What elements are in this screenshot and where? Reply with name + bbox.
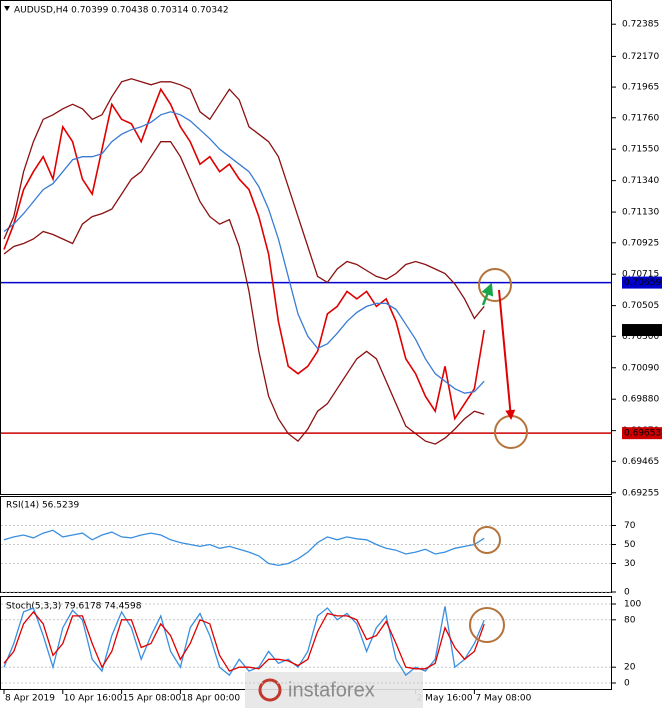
series-line — [3, 606, 485, 677]
highlight-circle — [494, 415, 528, 449]
level-label: 0.70659 — [624, 278, 661, 288]
annotations — [469, 268, 528, 643]
y-tick-label: 0.71340 — [622, 176, 659, 186]
y-tick-label: 20 — [624, 663, 636, 673]
series-line — [3, 78, 485, 320]
y-tick-label: 0.70505 — [622, 301, 659, 311]
y-tick-label: 0.71550 — [622, 145, 659, 155]
series-line — [3, 610, 485, 672]
y-tick-label: 0.71130 — [622, 208, 659, 218]
highlight-circle — [478, 268, 512, 302]
down-arrow — [498, 289, 516, 420]
y-tick-label: 0.69255 — [622, 488, 659, 498]
y-tick-label: 0.70715 — [622, 270, 659, 280]
price-tag — [622, 324, 662, 337]
y-tick-label: 0.69465 — [622, 457, 659, 467]
y-tick-label: 70 — [624, 521, 636, 531]
menu-triangle — [4, 6, 10, 11]
level-label: 0.69653 — [624, 429, 661, 439]
y-tick-label: 0 — [624, 588, 630, 598]
y-tick-label: 0.72170 — [622, 52, 659, 62]
highlight-circle — [473, 526, 501, 554]
level-tag — [622, 427, 662, 440]
y-tick-label: 100 — [624, 600, 641, 610]
y-tick-label: 0.69880 — [622, 395, 659, 405]
x-tick-label: 18 Apr 00:00 — [181, 694, 240, 704]
y-tick-label: 0.70300 — [622, 332, 659, 342]
y-tick-label: 0.72385 — [622, 20, 659, 30]
watermark-box — [245, 672, 423, 708]
series-line — [3, 529, 485, 567]
y-tick-label: 80 — [624, 615, 636, 625]
x-tick-label: 15 Apr 08:00 — [123, 694, 182, 704]
panel-title: Stoch(5,3,3) 79.6178 74.4598 — [6, 602, 142, 612]
series-line — [3, 141, 485, 445]
y-tick-label: 0.70925 — [622, 238, 659, 248]
series-line — [3, 87, 485, 421]
y-tick-label: 0.71965 — [622, 83, 659, 93]
x-tick-label: 2 May 16:00 — [417, 694, 473, 704]
watermark: instaforex — [288, 679, 375, 701]
x-tick-label: 10 Apr 16:00 — [64, 694, 123, 704]
main-panel — [0, 0, 612, 495]
up-arrow — [481, 282, 494, 306]
watermark-logo — [258, 678, 282, 702]
x-tick-label: 7 May 08:00 — [475, 694, 531, 704]
x-tick-label: 8 Apr 2019 — [5, 694, 55, 704]
y-tick-label: 30 — [624, 559, 636, 569]
panel-title: RSI(14) 56.5239 — [6, 501, 79, 511]
level-tag — [622, 276, 662, 289]
y-tick-label: 50 — [624, 540, 636, 550]
y-tick-label: 0.71760 — [622, 113, 659, 123]
highlight-circle — [469, 607, 505, 643]
price-label: 0.70342 — [624, 326, 661, 336]
panel-title: AUDUSD,H4 0.70399 0.70438 0.70314 0.7034… — [14, 6, 229, 16]
y-tick-label: 0 — [624, 679, 630, 689]
series-line — [3, 111, 485, 394]
y-tick-label: 0.70090 — [622, 363, 659, 373]
